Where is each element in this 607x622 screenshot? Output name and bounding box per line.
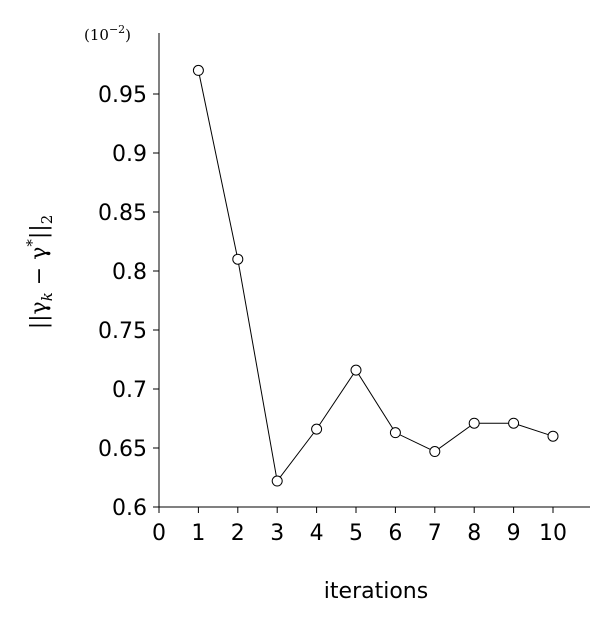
data-point	[389, 427, 401, 439]
x-tick-label: 4	[310, 521, 324, 546]
data-point	[311, 423, 323, 435]
x-tick-label: 7	[428, 521, 442, 546]
y-tick-label: 0.85	[98, 201, 147, 226]
data-point	[350, 364, 362, 376]
y-tick-label: 0.9	[112, 142, 147, 167]
data-point	[547, 430, 559, 442]
y-tick-label: 0.7	[112, 378, 147, 403]
x-tick-label: 9	[507, 521, 521, 546]
x-tick-label: 6	[388, 521, 402, 546]
x-tick-label: 2	[231, 521, 245, 546]
y-axis-title-group: ||γk − γ*||2	[23, 215, 56, 330]
data-point	[271, 475, 283, 487]
y-tick-label: 0.6	[112, 496, 147, 521]
y-axis-title: ||γk − γ*||2	[23, 215, 56, 330]
x-tick-label: 1	[191, 521, 205, 546]
data-point	[232, 253, 244, 265]
y-tick-label: 0.75	[98, 319, 147, 344]
x-tick-label: 0	[152, 521, 166, 546]
x-tick-label: 5	[349, 521, 363, 546]
series-line	[197, 70, 554, 483]
y-tick-label: 0.8	[112, 260, 147, 285]
data-point	[192, 64, 204, 76]
x-tick-label: 10	[539, 521, 567, 546]
x-axis-title: iterations	[324, 579, 428, 604]
x-ticks: 0 1 2 3 4 5 6 7 8 9 10	[152, 507, 567, 546]
data-points	[192, 64, 559, 487]
y-ticks: 0.6 0.65 0.7 0.75 0.8 0.85 0.9 0.95	[98, 83, 159, 521]
data-point	[468, 417, 480, 429]
x-tick-label: 8	[467, 521, 481, 546]
y-tick-label: 0.95	[98, 83, 147, 108]
x-tick-label: 3	[270, 521, 284, 546]
data-point	[508, 417, 520, 429]
scale-note: (10−2)	[84, 23, 131, 44]
data-point	[429, 446, 441, 458]
y-tick-label: 0.65	[98, 437, 147, 462]
